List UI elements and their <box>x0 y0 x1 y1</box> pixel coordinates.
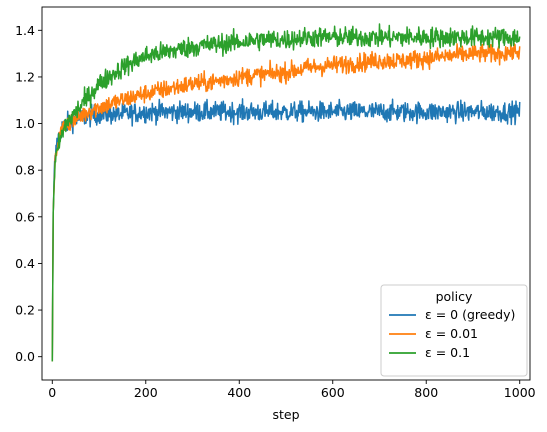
x-tick-label: 200 <box>134 385 158 400</box>
y-tick-label: 1.4 <box>15 23 35 38</box>
x-axis-label: step <box>272 407 299 422</box>
x-tick-label: 800 <box>414 385 438 400</box>
series-line <box>51 98 521 362</box>
legend-title: policy <box>436 289 473 304</box>
plot-lines <box>51 23 521 362</box>
legend: policy ε = 0 (greedy) ε = 0.01 ε = 0.1 <box>380 284 528 377</box>
y-tick-label: 0.8 <box>15 163 35 178</box>
y-axis: 0.0 0.2 0.4 0.6 0.8 1.0 1.2 1.4 <box>15 23 42 364</box>
x-axis: 0 200 400 600 800 1000 <box>48 380 536 400</box>
legend-label: ε = 0.01 <box>425 326 478 341</box>
x-tick-label: 600 <box>321 385 345 400</box>
y-tick-label: 0.0 <box>15 349 35 364</box>
legend-box <box>380 284 528 377</box>
y-tick-label: 0.6 <box>15 209 35 224</box>
x-tick-label: 0 <box>48 385 56 400</box>
plot-frame <box>41 6 531 381</box>
legend-label: ε = 0.1 <box>425 345 470 360</box>
y-tick-label: 0.2 <box>15 303 35 318</box>
series-line <box>51 23 521 362</box>
x-tick-label: 1000 <box>504 385 536 400</box>
y-tick-label: 1.2 <box>15 69 35 84</box>
x-tick-label: 400 <box>227 385 251 400</box>
legend-label: ε = 0 (greedy) <box>425 307 515 322</box>
series-line <box>51 38 521 362</box>
y-tick-label: 0.4 <box>15 256 35 271</box>
y-tick-label: 1.0 <box>15 116 35 131</box>
